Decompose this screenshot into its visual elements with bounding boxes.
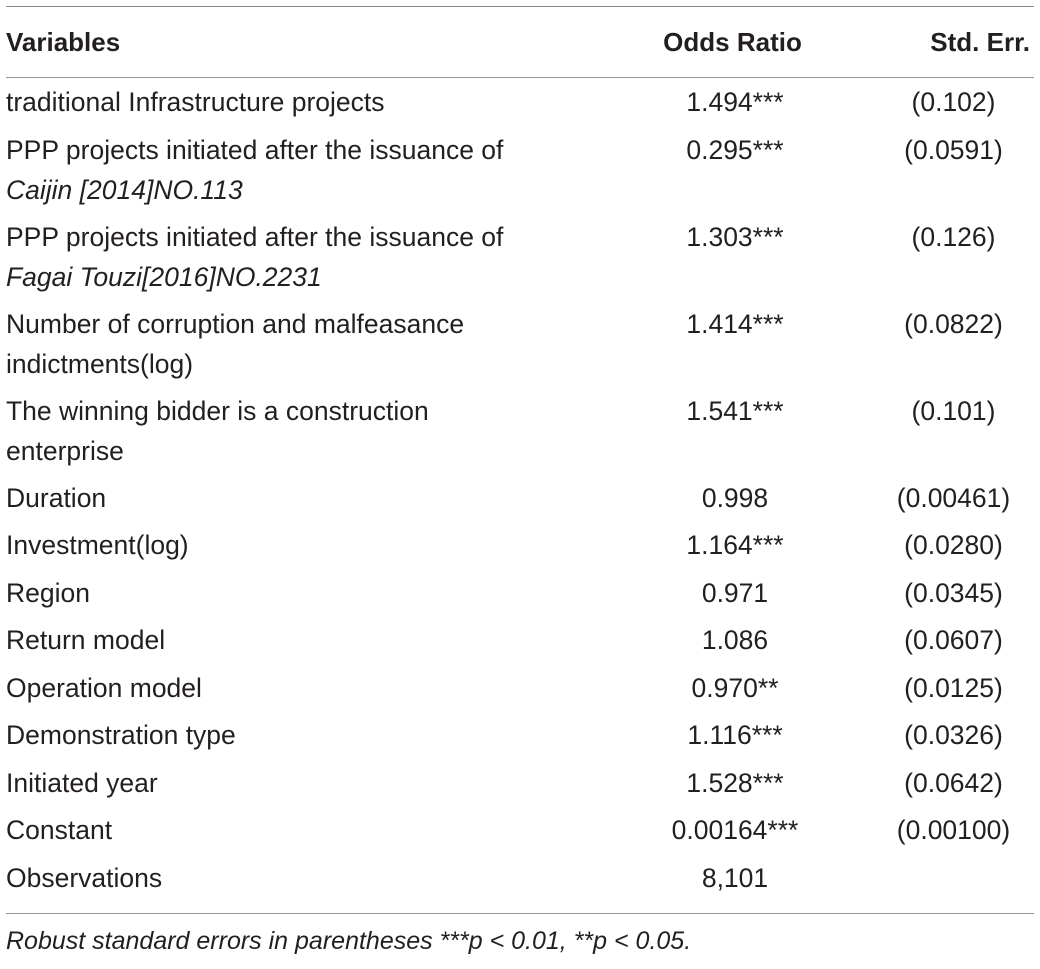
row-variable: Constant (6, 815, 113, 845)
row-variable: traditional Infrastructure projects (0, 82, 600, 122)
table-row: Region 0.971 (0.0345) (0, 569, 1040, 617)
table-row: Constant 0.00164*** (0.00100) (0, 806, 1040, 854)
row-std-err: (0.00100) (896, 815, 1011, 845)
row-odds-ratio: 0.971 (701, 577, 769, 608)
row-odds-ratio: 1.541*** (686, 395, 784, 426)
row-std-err: (0.126) (911, 221, 996, 252)
row-variable: Demonstration type (6, 720, 236, 750)
row-variable: PPP projects initiated after the issuanc… (0, 217, 600, 297)
row-variable-line1: Number of corruption and malfeasance (6, 308, 465, 339)
row-odds-ratio: 1.528*** (686, 767, 784, 798)
row-std-err: (0.00461) (896, 482, 1011, 513)
row-odds-ratio: 8,101 (701, 862, 769, 893)
header-rule (6, 77, 1034, 78)
table-row: Demonstration type 1.116*** (0.0326) (0, 711, 1040, 759)
row-variable: Investment(log) (6, 530, 189, 560)
row-variable: Number of corruption and malfeasance ind… (0, 304, 600, 384)
row-variable: PPP projects initiated after the issuanc… (0, 130, 600, 210)
row-std-err: (0.0607) (904, 625, 1003, 655)
table-header: Variables Odds Ratio Std. Err. (0, 7, 1040, 77)
table-row: The winning bidder is a construction ent… (0, 387, 1040, 474)
table-row: Initiated year 1.528*** (0.0642) (0, 759, 1040, 807)
top-rule (6, 6, 1034, 7)
row-std-err: (0.0326) (904, 720, 1003, 750)
table-row: traditional Infrastructure projects 1.49… (0, 78, 1040, 126)
table-row: Operation model 0.970** (0.0125) (0, 664, 1040, 712)
row-variable-line1: traditional Infrastructure projects (6, 87, 385, 117)
table-body: traditional Infrastructure projects 1.49… (0, 78, 1040, 901)
row-odds-ratio: 0.295*** (686, 134, 784, 165)
header-variables: Variables (6, 26, 121, 57)
row-std-err: (0.0345) (904, 577, 1003, 608)
row-variable-line2: Caijin [2014]NO.113 (6, 174, 243, 205)
row-odds-ratio: 1.086 (701, 625, 769, 655)
row-odds-ratio: 1.303*** (686, 221, 784, 252)
row-variable: Region (6, 577, 90, 608)
table-row: Return model 1.086 (0.0607) (0, 616, 1040, 664)
row-odds-ratio: 1.414*** (686, 308, 784, 339)
table-row: PPP projects initiated after the issuanc… (0, 213, 1040, 300)
row-variable-line2: Fagai Touzi[2016]NO.2231 (6, 261, 322, 292)
row-variable: The winning bidder is a construction ent… (0, 391, 600, 471)
table-row: Observations 8,101 (0, 854, 1040, 902)
table-row: Investment(log) 1.164*** (0.0280) (0, 521, 1040, 569)
row-odds-ratio: 0.00164*** (671, 815, 799, 845)
row-variable-line2: indictments(log) (6, 348, 194, 379)
table-row: Number of corruption and malfeasance ind… (0, 300, 1040, 387)
row-odds-ratio: 1.494*** (686, 87, 784, 117)
row-std-err: (0.0280) (904, 530, 1003, 560)
header-odds-ratio: Odds Ratio (663, 26, 802, 57)
bottom-rule (6, 913, 1034, 914)
row-variable: Operation model (6, 672, 202, 703)
table-footnote: Robust standard errors in parentheses **… (6, 927, 692, 955)
row-variable-line1: The winning bidder is a construction (6, 395, 429, 426)
row-odds-ratio: 0.970** (691, 672, 779, 703)
row-variable-line1: PPP projects initiated after the issuanc… (6, 134, 504, 165)
table-row: PPP projects initiated after the issuanc… (0, 126, 1040, 213)
row-variable-line1: PPP projects initiated after the issuanc… (6, 221, 504, 252)
row-variable: Observations (6, 862, 163, 893)
row-std-err: (0.102) (911, 87, 996, 117)
row-odds-ratio: 1.116*** (687, 720, 783, 750)
row-std-err: (0.101) (911, 395, 996, 426)
row-variable-line2: enterprise (6, 435, 124, 466)
row-odds-ratio: 1.164*** (686, 530, 784, 560)
header-std-err: Std. Err. (930, 26, 1030, 57)
row-std-err: (0.0125) (904, 672, 1003, 703)
row-odds-ratio: 0.998 (701, 482, 769, 513)
row-std-err: (0.0642) (904, 767, 1003, 798)
row-std-err: (0.0822) (904, 308, 1003, 339)
row-variable: Duration (6, 482, 107, 513)
row-std-err: (0.0591) (904, 134, 1003, 165)
table-row: Duration 0.998 (0.00461) (0, 474, 1040, 522)
row-variable: Return model (6, 625, 166, 655)
row-variable: Initiated year (6, 767, 158, 798)
